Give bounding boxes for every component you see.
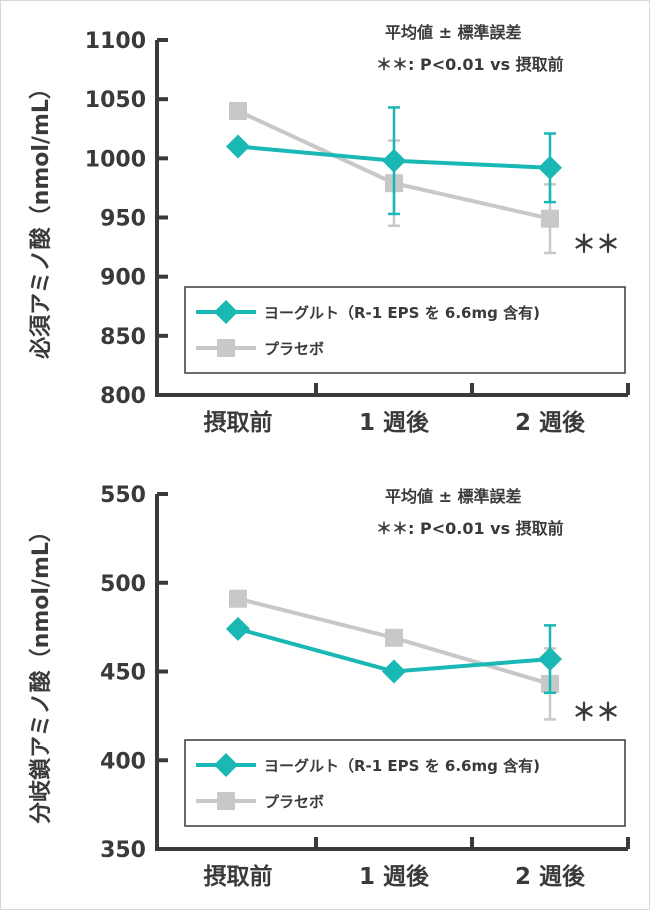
chart2-series	[226, 589, 562, 721]
chart1-legend-label-placebo: プラセボ	[264, 340, 324, 358]
chart2-note-significance: ＊＊: P<0.01 vs 摂取前	[376, 519, 564, 538]
x-tick-label: 摂取前	[204, 409, 273, 436]
x-tick-label: 1 週後	[359, 409, 430, 436]
chart2-legend: ヨーグルト（R-1 EPS を 6.6mg 含有) プラセボ	[184, 739, 626, 827]
y-tick-label: 450	[100, 661, 146, 686]
legend-marker-diamond	[214, 753, 238, 777]
chart1-legend-label-yogurt: ヨーグルト（R-1 EPS を 6.6mg 含有)	[264, 304, 540, 322]
y-tick-label: 1000	[85, 147, 146, 172]
x-tick-label: 摂取前	[204, 863, 273, 890]
chart1-series	[226, 102, 562, 255]
y-tick-label: 350	[100, 838, 146, 863]
chart2-x-ticks: 摂取前 1 週後 2 週後	[204, 863, 587, 890]
data-point-yogurt	[226, 616, 250, 641]
data-point-placebo	[541, 209, 559, 228]
data-point-yogurt	[382, 148, 406, 173]
chart1-note-significance: ＊＊: P<0.01 vs 摂取前	[376, 55, 564, 74]
chart2-significance-mark: ＊＊	[572, 698, 620, 726]
chart1-y-axis-label: 必須アミノ酸（nmol/mL）	[28, 77, 54, 359]
legend-marker-square	[217, 339, 235, 357]
y-tick-label: 800	[100, 384, 146, 409]
chart2-y-ticks: 350 400 450 500 550	[100, 483, 168, 863]
y-tick-label: 400	[100, 749, 146, 774]
legend-marker-diamond	[214, 300, 238, 324]
chart1-note-mean-se: 平均値 ± 標準誤差	[385, 23, 522, 42]
chart1-legend-box	[184, 286, 626, 374]
chart-1: 必須アミノ酸（nmol/mL） 800 850 900 950 1000 1050 1100…	[28, 23, 630, 436]
chart1-x-ticks: 摂取前 1 週後 2 週後	[204, 409, 587, 436]
x-tick-label: 1 週後	[359, 863, 430, 890]
data-point-yogurt	[226, 134, 250, 159]
chart2-legend-label-yogurt: ヨーグルト（R-1 EPS を 6.6mg 含有)	[264, 757, 540, 775]
x-tick-label: 2 週後	[515, 863, 586, 890]
x-tick-label: 2 週後	[515, 409, 586, 436]
chart1-legend: ヨーグルト（R-1 EPS を 6.6mg 含有) プラセボ	[184, 286, 626, 374]
data-point-yogurt	[538, 647, 562, 672]
chart2-y-axis-label: 分岐鎖アミノ酸（nmol/mL）	[28, 520, 54, 824]
data-point-placebo	[229, 102, 247, 120]
data-point-yogurt	[538, 155, 562, 180]
chart2-legend-label-placebo: プラセボ	[264, 793, 324, 811]
y-tick-label: 900	[100, 266, 146, 291]
chart2-note-mean-se: 平均値 ± 標準誤差	[385, 487, 522, 506]
y-tick-label: 1100	[85, 29, 146, 54]
legend-marker-square	[217, 792, 235, 810]
y-tick-label: 950	[100, 207, 146, 232]
chart1-y-ticks: 800 850 900 950 1000 1050 1100	[85, 29, 168, 409]
data-point-placebo	[229, 589, 247, 608]
y-tick-label: 500	[100, 572, 146, 597]
chart-2: 分岐鎖アミノ酸（nmol/mL） 350 400 450 500 550 摂取前 1 週後…	[28, 483, 630, 890]
data-point-yogurt	[382, 659, 406, 684]
y-tick-label: 1050	[85, 88, 146, 113]
y-tick-label: 850	[100, 325, 146, 350]
data-point-placebo	[385, 628, 403, 647]
chart2-legend-box	[184, 739, 626, 827]
y-tick-label: 550	[100, 483, 146, 508]
chart1-significance-mark: ＊＊	[572, 230, 620, 258]
